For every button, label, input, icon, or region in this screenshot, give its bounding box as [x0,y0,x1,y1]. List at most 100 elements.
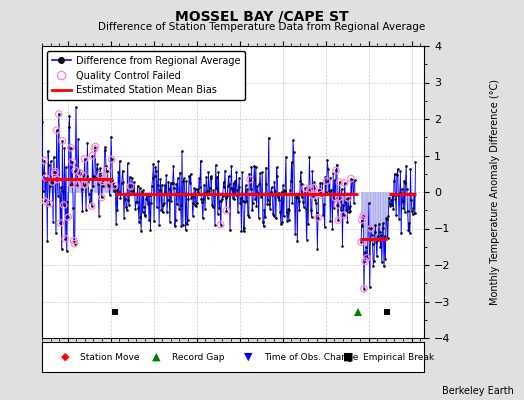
Point [214,168,223,175]
Point [251,196,259,202]
Point [68,159,77,165]
Point [335,194,343,201]
Point [113,206,122,213]
Point [72,104,80,110]
Point [50,154,58,160]
Point [222,207,231,214]
Point [398,186,406,192]
Point [226,227,234,233]
Point [133,183,141,189]
Point [117,180,126,186]
Point [154,182,162,188]
Point [333,202,342,208]
Point [374,237,383,243]
Point [185,180,194,186]
Point [93,166,101,172]
Point [42,174,50,181]
Point [187,195,195,201]
Point [364,225,373,232]
Point [107,133,115,140]
Point [316,192,325,198]
Point [310,185,318,191]
Point [397,230,406,236]
Point [329,170,337,176]
Point [295,206,303,213]
Text: ◆: ◆ [61,352,69,362]
Point [156,176,165,182]
Point [88,203,96,209]
Point [309,192,317,199]
Point [283,218,291,224]
Point [346,208,355,214]
Point [226,185,235,192]
Point [297,168,305,175]
Point [299,199,307,205]
Point [371,222,379,228]
Point [150,173,159,179]
Point [90,173,98,179]
Point [244,212,252,218]
Text: ▼: ▼ [244,352,253,362]
Point [235,175,244,181]
Point [288,200,297,206]
Point [43,238,51,244]
Point [51,168,59,175]
Point [392,172,401,178]
Point [369,262,377,269]
Point [139,187,147,193]
Point [320,224,329,230]
Point [179,178,188,184]
Point [291,231,299,238]
Point [41,198,49,204]
Point [330,205,338,211]
Point [52,230,60,236]
Point [193,200,201,206]
Point [47,158,55,164]
Point [71,167,80,174]
Point [230,196,238,202]
Point [252,164,260,170]
Point [171,223,179,230]
Point [287,178,295,184]
Text: Berkeley Earth: Berkeley Earth [442,386,514,396]
Point [80,182,88,188]
Point [152,168,160,174]
Point [325,175,334,181]
Point [42,174,50,181]
Point [122,204,130,210]
Point [335,194,343,201]
Point [58,246,66,252]
Point [48,179,57,185]
Point [357,217,366,223]
Point [336,203,344,209]
Point [151,163,160,170]
Point [166,219,174,225]
Point [109,179,117,186]
Point [276,208,285,215]
Point [363,255,371,261]
Point [373,253,381,259]
Point [157,207,166,214]
Point [183,216,192,223]
Point [140,204,148,210]
Point [191,186,200,192]
Point [386,201,394,207]
Point [40,157,49,164]
Point [359,213,367,220]
Point [344,195,352,201]
Point [357,217,366,223]
Point [195,174,203,181]
Point [145,217,153,224]
Point [107,156,116,163]
Point [264,196,272,203]
Point [163,209,171,216]
Point [103,168,112,174]
Point [158,182,166,188]
Point [171,217,180,224]
Point [380,232,389,239]
Point [212,162,220,168]
Point [244,214,253,220]
Point [370,257,378,264]
Point [390,170,399,177]
Point [388,193,397,200]
